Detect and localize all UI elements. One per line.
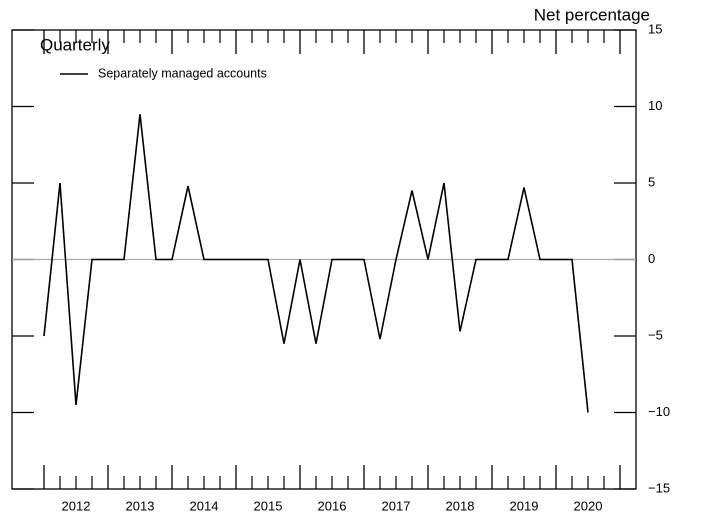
x-tick-label: 2015 [254,498,283,513]
annotation: Quarterly [40,35,110,54]
y-tick-label: 10 [648,98,662,113]
y-axis-label: Net percentage [534,5,650,24]
x-tick-label: 2012 [62,498,91,513]
legend-label: Separately managed accounts [98,66,267,80]
y-tick-label: 5 [648,174,655,189]
x-tick-label: 2017 [382,498,411,513]
x-tick-label: 2020 [574,498,603,513]
x-tick-label: 2013 [126,498,155,513]
y-tick-label: −5 [648,327,663,342]
y-tick-label: −15 [648,480,670,495]
x-tick-label: 2016 [318,498,347,513]
y-tick-label: −10 [648,404,670,419]
x-tick-label: 2014 [190,498,219,513]
x-tick-label: 2019 [510,498,539,513]
x-tick-label: 2018 [446,498,475,513]
y-tick-label: 0 [648,251,655,266]
data-line [43,114,589,413]
y-tick-label: 15 [648,21,662,36]
